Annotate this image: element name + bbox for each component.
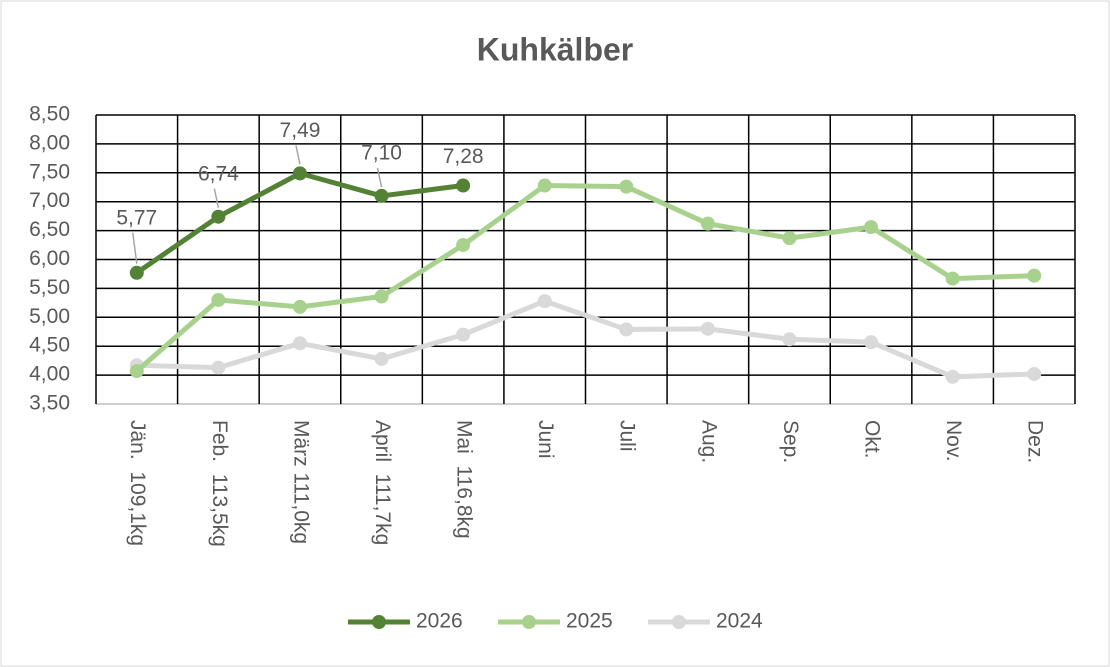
y-tick-label: 8,00 (29, 131, 70, 154)
x-tick-label: März 111,0kg (289, 420, 312, 544)
legend-label: 2024 (716, 610, 763, 633)
x-tick-label: Juli (616, 420, 639, 452)
data-label: 5,77 (116, 206, 157, 229)
y-tick-label: 7,50 (29, 160, 70, 183)
x-tick-label: Nov. (942, 420, 965, 462)
data-point (211, 360, 226, 375)
legend-label: 2025 (566, 610, 613, 633)
y-tick-label: 4,50 (29, 334, 70, 357)
leader-line (132, 232, 138, 264)
y-tick-label: 4,00 (29, 363, 70, 386)
leader-line (295, 145, 301, 165)
data-point (292, 336, 307, 351)
data-point (619, 179, 634, 194)
data-point (537, 294, 552, 309)
data-point (864, 220, 879, 235)
x-tick-label: Jän. 109,1kg (126, 420, 149, 546)
leader-line (376, 167, 383, 188)
data-point (864, 335, 879, 350)
x-tick-label: Dez. (1024, 420, 1047, 463)
data-point (782, 332, 797, 347)
legend-marker (672, 615, 686, 629)
data-point (537, 178, 552, 193)
data-point (211, 209, 226, 224)
data-point (945, 369, 960, 384)
data-point (292, 166, 307, 181)
data-point (700, 216, 715, 231)
data-point (456, 238, 471, 253)
data-point (782, 231, 797, 246)
data-point (619, 322, 634, 337)
y-tick-label: 7,00 (29, 189, 70, 212)
y-tick-label: 6,00 (29, 247, 70, 270)
data-point (456, 327, 471, 342)
data-point (292, 299, 307, 314)
x-tick-label: April 111,7kg (371, 420, 394, 545)
data-point (1027, 268, 1042, 283)
data-label: 7,10 (361, 141, 402, 164)
y-tick-label: 5,00 (29, 305, 70, 328)
data-label: 7,28 (443, 145, 484, 168)
legend-marker (522, 615, 536, 629)
data-point (129, 364, 144, 379)
data-point (374, 289, 389, 304)
legend-marker (372, 615, 386, 629)
data-point (129, 265, 144, 280)
data-label: 6,74 (198, 162, 239, 185)
data-point (374, 188, 389, 203)
y-tick-label: 5,50 (29, 276, 70, 299)
series-line (135, 183, 1035, 373)
x-tick-label: Feb. 113,5kg (208, 420, 231, 547)
data-point (945, 271, 960, 286)
x-tick-label: Okt. (860, 420, 883, 459)
data-point (700, 321, 715, 336)
y-tick-label: 8,50 (29, 103, 70, 126)
x-tick-label: Juni (534, 420, 557, 459)
leader-line (213, 188, 220, 208)
x-tick-label: Mai 116,8kg (453, 420, 476, 539)
series-line (136, 298, 1035, 380)
data-point (456, 178, 471, 193)
data-point (211, 292, 226, 307)
x-tick-label: Aug. (697, 420, 720, 463)
data-point (374, 351, 389, 366)
legend-label: 2026 (416, 610, 463, 633)
data-point (1027, 366, 1042, 381)
y-tick-label: 6,50 (29, 218, 70, 241)
x-tick-label: Sep. (779, 420, 802, 463)
chart-title: Kuhkälber (477, 31, 633, 67)
data-label: 7,49 (280, 119, 321, 142)
y-tick-label: 3,50 (29, 392, 70, 415)
